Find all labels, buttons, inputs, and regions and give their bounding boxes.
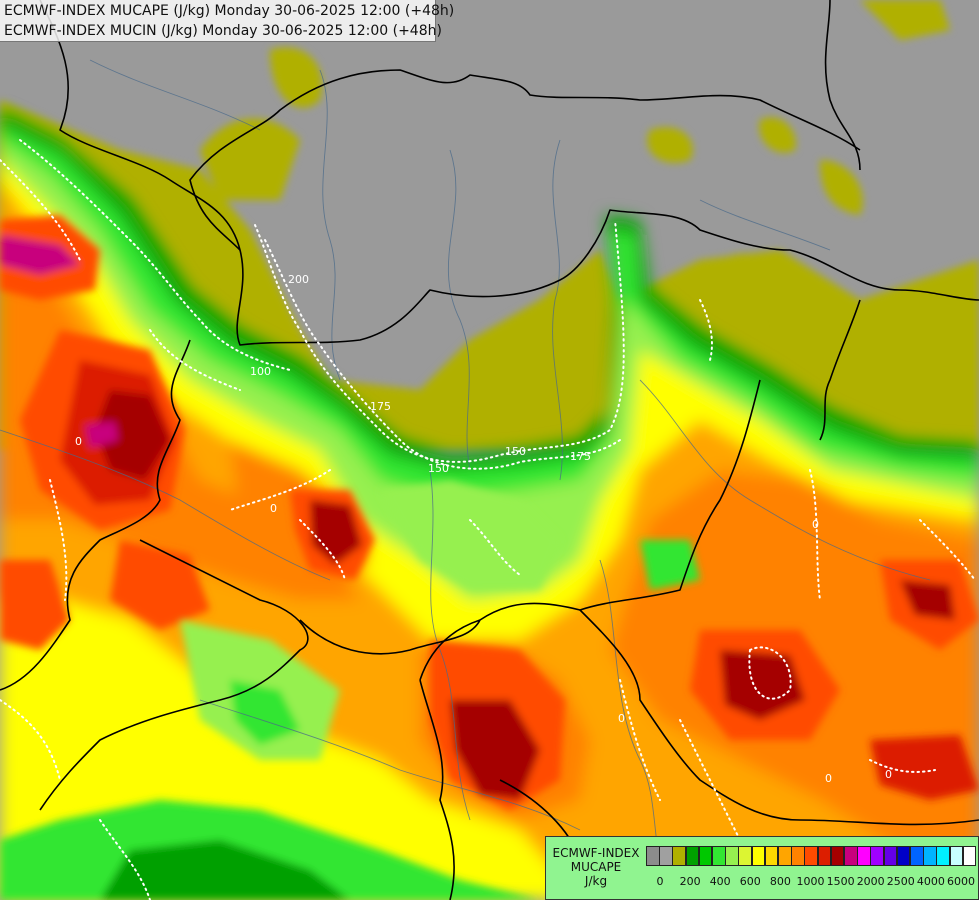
legend-swatch (804, 846, 819, 866)
mucin-label: 0 (812, 518, 819, 531)
mucin-label: 150 (428, 462, 449, 475)
cape-hotspots (0, 215, 979, 810)
mucin-label: 100 (250, 365, 271, 378)
legend-swatch (857, 846, 871, 866)
legend-swatch (844, 846, 858, 866)
legend-swatch (778, 846, 792, 866)
legend-tick: 200 (679, 875, 701, 888)
mucin-contour-labels: 200 100 175 150 150 175 0 0 0 0 0 0 (75, 273, 892, 785)
legend-swatch (646, 846, 660, 866)
mucin-label: 175 (570, 450, 591, 463)
legend-swatch (751, 846, 766, 866)
mucin-label: 175 (370, 400, 391, 413)
legend-swatch (910, 846, 924, 866)
legend-swatch (870, 846, 885, 866)
legend-swatch (936, 846, 951, 866)
legend-swatch (738, 846, 753, 866)
legend-swatch (791, 846, 805, 866)
mucin-label: 150 (505, 445, 526, 458)
legend-tick: 4000 (916, 875, 945, 888)
mucin-label: 0 (885, 768, 892, 781)
legend-swatch (659, 846, 673, 866)
legend-swatch (896, 846, 911, 866)
legend-swatch (712, 846, 726, 866)
mucin-label: 200 (288, 273, 309, 286)
legend-tick: 2500 (886, 875, 915, 888)
legend-tick: 2000 (856, 875, 885, 888)
legend-tick: 800 (769, 875, 791, 888)
legend-swatch (725, 846, 739, 866)
mucin-title: ECMWF-INDEX MUCIN (J/kg) Monday 30-06-20… (4, 23, 442, 39)
legend-tick: 400 (709, 875, 731, 888)
mucin-label: 0 (825, 772, 832, 785)
low-cape-pockets (0, 480, 700, 900)
map-title-box: ECMWF-INDEX MUCAPE (J/kg) Monday 30-06-2… (0, 0, 455, 42)
legend-swatch (764, 846, 779, 866)
legend-swatch (698, 846, 713, 866)
mucin-label: 0 (270, 502, 277, 515)
legend-tick: 6000 (947, 875, 975, 888)
legend-model-label: ECMWF-INDEX (552, 846, 640, 860)
legend-tick: 1000 (796, 875, 825, 888)
legend-swatch (883, 846, 898, 866)
legend-swatch (962, 846, 977, 866)
legend-swatch (923, 846, 937, 866)
legend-swatch (949, 846, 964, 866)
mucin-label: 0 (75, 435, 82, 448)
mucin-contours (0, 139, 976, 900)
color-legend: ECMWF-INDEX MUCAPE J/kg 0 200 400 600 800 100… (545, 836, 979, 900)
legend-variable-label: MUCAPE (570, 860, 622, 874)
rivers (0, 59, 931, 900)
legend-swatch (672, 846, 687, 866)
legend-swatch (817, 846, 832, 866)
mucin-label: 0 (618, 712, 625, 725)
legend-swatch (685, 846, 700, 866)
legend-tick: 1500 (826, 875, 855, 888)
legend-swatch (830, 846, 845, 866)
legend-unit-label: J/kg (584, 874, 608, 888)
mucape-title: ECMWF-INDEX MUCAPE (J/kg) Monday 30-06-2… (4, 3, 455, 19)
legend-tick: 600 (739, 875, 761, 888)
legend-tick: 0 (656, 875, 664, 888)
